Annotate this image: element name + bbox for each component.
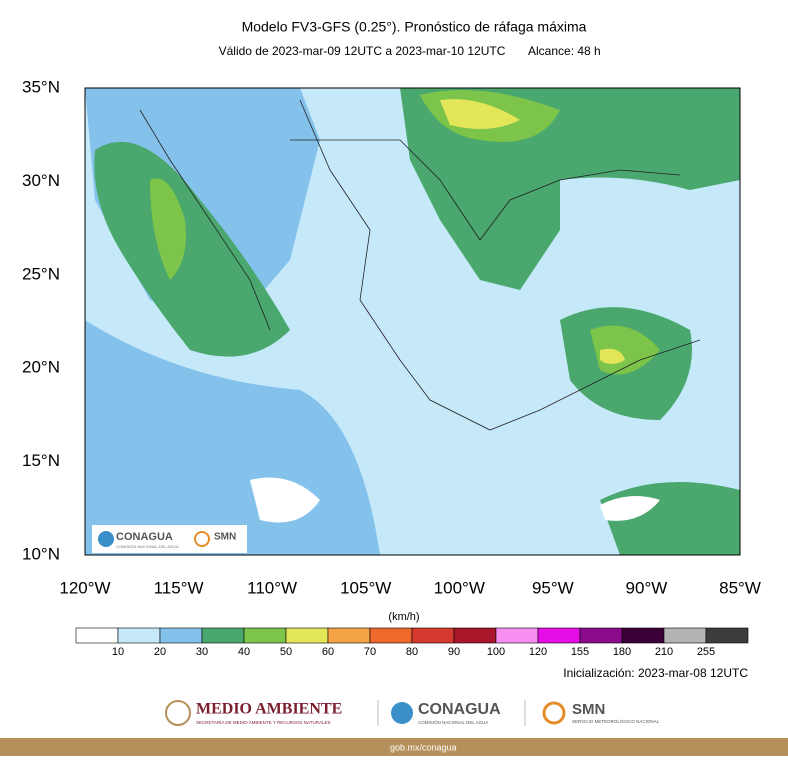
colorbar-label: 255 <box>697 646 715 658</box>
lon-label: 115°W <box>154 578 204 597</box>
colorbar-label: 30 <box>196 646 208 658</box>
lon-label: 110°W <box>247 578 297 597</box>
lat-label: 15°N <box>22 451 60 470</box>
colorbar-label: 70 <box>364 646 376 658</box>
lon-label: 100°W <box>434 578 485 597</box>
lat-label: 10°N <box>22 544 60 563</box>
colorbar-label: 120 <box>529 646 547 658</box>
colorbar-box <box>579 627 623 644</box>
map: CONAGUA COMISIÓN NACIONAL DEL AGUA SMN <box>84 87 741 556</box>
lon-label: 90°W <box>626 578 668 597</box>
colorbar-label: 80 <box>406 646 418 658</box>
lat-label: 25°N <box>22 264 60 283</box>
footer-bar <box>0 738 788 756</box>
medio-ambiente: MEDIO AMBIENTE <box>196 701 342 718</box>
lat-label: 35°N <box>22 77 60 96</box>
subtitle: Válido de 2023-mar-09 12UTC a 2023-mar-1… <box>219 44 506 58</box>
colorbar-box <box>705 627 749 644</box>
colorbar-box <box>201 627 245 644</box>
footer-logos: MEDIO AMBIENTE SECRETARÍA DE MEDIO AMBIE… <box>165 700 660 726</box>
lon-labels: 120°W 115°W 110°W 105°W 100°W 95°W 90°W 85°W <box>59 578 760 597</box>
colorbar-box <box>453 627 497 644</box>
conagua-sub: COMISIÓN NACIONAL DEL AGUA <box>418 719 488 725</box>
lon-label: 105°W <box>340 578 391 597</box>
lat-label: 20°N <box>22 358 60 377</box>
range: Alcance: 48 h <box>528 44 601 58</box>
colorbar-box <box>75 627 119 644</box>
colorbar-label: 50 <box>280 646 292 658</box>
logo-conagua: CONAGUA <box>116 531 173 543</box>
lon-label: 120°W <box>59 578 110 597</box>
colorbar-label: 180 <box>613 646 631 658</box>
smn-sub: SERVICIO METEOROLÓGICO NACIONAL <box>572 718 660 724</box>
conagua: CONAGUA <box>418 701 501 718</box>
init: Inicialización: 2023-mar-08 12UTC <box>563 666 748 680</box>
colorbar-label: 100 <box>487 646 505 658</box>
colorbar-box <box>369 627 413 644</box>
lon-label: 85°W <box>719 578 761 597</box>
colorbar-unit: (km/h) <box>388 611 419 623</box>
colorbar-label: 40 <box>238 646 250 658</box>
logo-conagua-sub: COMISIÓN NACIONAL DEL AGUA <box>116 544 179 549</box>
colorbar-label: 210 <box>655 646 673 658</box>
title: Modelo FV3-GFS (0.25°). Pronóstico de rá… <box>242 19 587 35</box>
lon-label: 95°W <box>532 578 574 597</box>
colorbar-label: 20 <box>154 646 166 658</box>
colorbar-box <box>495 627 539 644</box>
colorbar-box <box>537 627 581 644</box>
colorbar-box <box>411 627 455 644</box>
lat-labels: 35°N 30°N 25°N 20°N 15°N 10°N <box>22 77 60 563</box>
colorbar-label: 155 <box>571 646 589 658</box>
footer-url: gob.mx/conagua <box>390 742 457 752</box>
colorbar-label: 90 <box>448 646 460 658</box>
lat-label: 30°N <box>22 171 60 190</box>
colorbar-box <box>159 627 203 644</box>
smn: SMN <box>572 701 605 718</box>
colorbar-box <box>663 627 707 644</box>
colorbar-box <box>243 627 287 644</box>
colorbar-box <box>621 627 665 644</box>
colorbar-box <box>285 627 329 644</box>
colorbar: 10 20 30 40 50 60 70 80 90 100 120 155 180 210 255 <box>75 627 749 658</box>
logo-smn: SMN <box>214 532 236 543</box>
colorbar-label: 60 <box>322 646 334 658</box>
colorbar-box <box>117 627 161 644</box>
colorbar-box <box>327 627 371 644</box>
medio-ambiente-sub: SECRETARÍA DE MEDIO AMBIENTE Y RECURSOS … <box>196 719 330 725</box>
colorbar-label: 10 <box>112 646 124 658</box>
